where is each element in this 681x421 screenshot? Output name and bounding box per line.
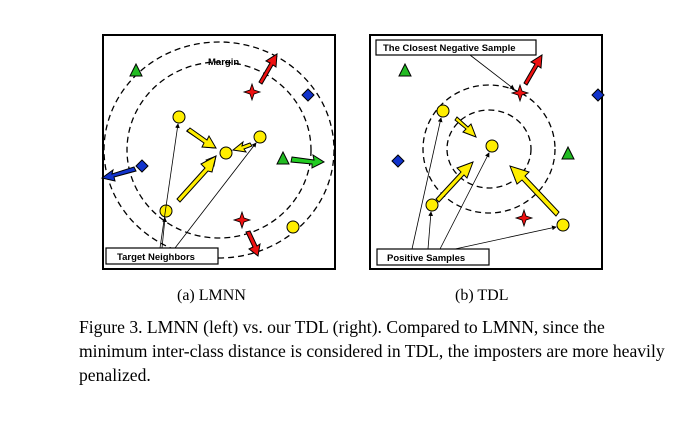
pointer-line xyxy=(427,211,434,250)
class-diamond xyxy=(135,159,149,173)
pointer-line xyxy=(454,225,557,250)
tdl-graphic: The Closest Negative Sample Positive Sam… xyxy=(375,39,605,266)
yellow-arrow xyxy=(176,155,217,203)
yellow-arrow xyxy=(509,165,560,217)
red-arrow xyxy=(523,54,543,86)
sample-circle xyxy=(425,198,439,212)
blue-arrow xyxy=(100,166,137,182)
imposter-star xyxy=(514,208,534,228)
pointer-line xyxy=(159,123,180,249)
sample-circle xyxy=(485,139,499,153)
sample-circle xyxy=(253,130,267,144)
imposter-star xyxy=(242,82,262,102)
margin-label: Margin xyxy=(208,57,239,68)
imposter-star xyxy=(232,210,252,230)
pointer-line xyxy=(161,217,167,249)
pointer-line xyxy=(469,54,515,90)
figure-caption: Figure 3. LMNN (left) vs. our TDL (right… xyxy=(79,317,665,385)
tdl-inner-circle xyxy=(446,109,532,189)
closest-negative-box xyxy=(375,39,537,56)
sample-circle xyxy=(286,220,300,234)
class-triangle xyxy=(398,62,412,77)
pointer-line xyxy=(439,152,490,250)
sample-circle xyxy=(556,218,570,232)
lmnn-graphic: Margin Target Neighbors xyxy=(100,41,335,265)
class-diamond xyxy=(301,88,315,102)
green-arrow xyxy=(290,153,326,169)
panel-tdl xyxy=(369,34,603,270)
panel-lmnn xyxy=(102,34,336,270)
tdl-outer-circle xyxy=(422,84,556,214)
yellow-arrow xyxy=(186,127,217,149)
yellow-arrow xyxy=(435,161,474,203)
positive-samples-label: Positive Samples xyxy=(387,253,465,264)
red-arrow xyxy=(258,53,278,85)
class-triangle xyxy=(129,62,143,77)
sample-circle xyxy=(436,104,450,118)
imposter-star xyxy=(510,83,530,103)
class-diamond xyxy=(591,88,605,102)
sample-circle xyxy=(219,146,233,160)
lmnn-inner-circle xyxy=(126,61,312,239)
target-neighbors-label: Target Neighbors xyxy=(117,252,195,263)
yellow-arrow xyxy=(454,116,477,138)
sample-circle xyxy=(172,110,186,124)
closest-negative-label: The Closest Negative Sample xyxy=(383,43,516,54)
subcaption-tdl: (b) TDL xyxy=(455,287,509,304)
lmnn-outer-circle xyxy=(103,41,335,259)
class-diamond xyxy=(391,154,405,168)
pointer-line xyxy=(411,117,443,250)
class-triangle xyxy=(561,145,575,160)
subcaption-lmnn: (a) LMNN xyxy=(177,287,246,304)
class-triangle xyxy=(276,150,290,165)
red-arrow xyxy=(245,230,261,257)
yellow-arrow xyxy=(231,140,253,153)
pointer-line xyxy=(174,142,257,249)
positive-samples-box xyxy=(376,248,490,266)
